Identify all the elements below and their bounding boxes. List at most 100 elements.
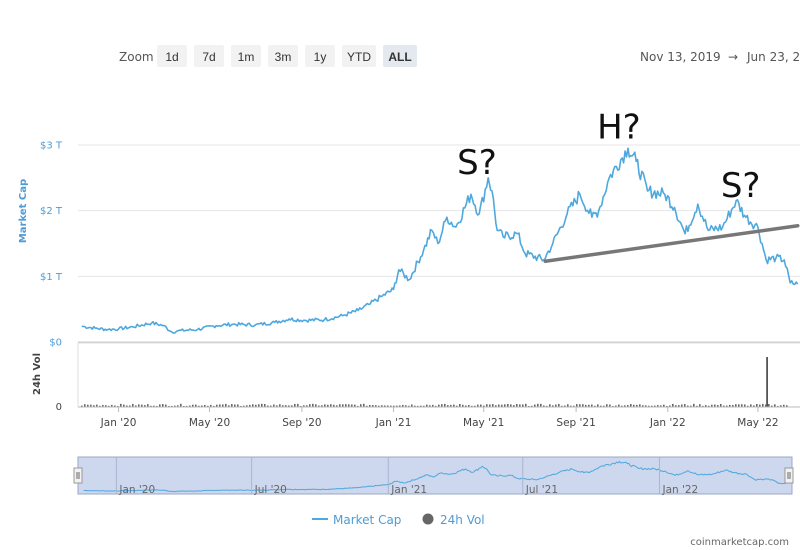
volume-bar bbox=[96, 404, 98, 407]
volume-bar bbox=[222, 404, 224, 407]
volume-bar bbox=[375, 405, 377, 407]
volume-bar bbox=[324, 404, 326, 407]
volume-bar bbox=[174, 405, 176, 407]
volume-bar bbox=[546, 405, 548, 407]
volume-bar bbox=[690, 405, 692, 407]
volume-bar bbox=[495, 405, 497, 407]
volume-bar bbox=[267, 405, 269, 407]
zoom-button-1y[interactable]: 1y bbox=[305, 45, 335, 67]
volume-bar bbox=[627, 405, 629, 407]
zoom-button-label: YTD bbox=[347, 50, 371, 64]
volume-bar bbox=[162, 404, 164, 407]
volume-bar bbox=[177, 405, 179, 407]
volume-bar bbox=[441, 404, 443, 407]
volume-bar bbox=[261, 403, 263, 407]
volume-bar bbox=[762, 403, 764, 407]
volume-bar bbox=[171, 405, 173, 407]
range-to[interactable]: Jun 23, 2 bbox=[746, 50, 800, 64]
volume-bar bbox=[84, 404, 86, 407]
legend-item-market-cap[interactable]: Market Cap bbox=[312, 513, 401, 527]
right-shoulder-annotation: S? bbox=[721, 166, 761, 206]
volume-bar bbox=[420, 405, 422, 407]
zoom-button-1m[interactable]: 1m bbox=[231, 45, 261, 67]
navigator-right-handle[interactable] bbox=[784, 467, 794, 484]
volume-bar bbox=[696, 405, 698, 407]
volume-bar bbox=[384, 405, 386, 407]
volume-bar bbox=[552, 405, 554, 407]
volume-bar bbox=[339, 404, 341, 407]
volume-bar bbox=[720, 403, 722, 407]
volume-bar bbox=[210, 404, 212, 407]
volume-bar bbox=[195, 404, 197, 407]
volume-bar bbox=[219, 404, 221, 407]
volume-bar bbox=[105, 405, 107, 407]
volume-bar bbox=[534, 404, 536, 407]
volume-bar bbox=[99, 405, 101, 407]
volume-bar bbox=[132, 403, 134, 407]
volume-bar bbox=[471, 405, 473, 407]
volume-bar bbox=[264, 404, 266, 407]
volume-bar bbox=[387, 405, 389, 407]
zoom-button-ytd[interactable]: YTD bbox=[342, 45, 376, 67]
volume-bar bbox=[279, 404, 281, 407]
range-from[interactable]: Nov 13, 2019 bbox=[640, 50, 721, 64]
volume-bar bbox=[480, 404, 482, 407]
volume-bar bbox=[306, 405, 308, 407]
credit-text[interactable]: coinmarketcap.com bbox=[690, 537, 789, 548]
volume-bar bbox=[492, 404, 494, 407]
volume-bar bbox=[273, 404, 275, 407]
volume-bar bbox=[216, 404, 218, 407]
zoom-button-1d[interactable]: 1d bbox=[157, 45, 187, 67]
volume-bar bbox=[150, 405, 152, 407]
volume-bar bbox=[597, 404, 599, 407]
volume-bar bbox=[402, 404, 404, 407]
volume-bar bbox=[624, 405, 626, 407]
legend-item-volume[interactable]: 24h Vol bbox=[422, 513, 485, 527]
navigator-ticks: Jan '20 Jul '20 Jan '21 Jul '21 Jan '22 bbox=[115, 457, 698, 496]
volume-bar bbox=[588, 404, 590, 407]
volume-bar bbox=[426, 404, 428, 407]
volume-bar bbox=[447, 405, 449, 407]
volume-bar bbox=[510, 404, 512, 407]
volume-bar bbox=[603, 405, 605, 407]
volume-bar bbox=[672, 403, 674, 407]
y-axis-tick-label: $2 T bbox=[40, 206, 63, 217]
volume-bar bbox=[297, 403, 299, 407]
volume-spike-bar bbox=[766, 357, 768, 407]
zoom-button-all[interactable]: ALL bbox=[383, 45, 417, 67]
volume-bar bbox=[411, 404, 413, 407]
volume-bar bbox=[357, 405, 359, 407]
volume-bar bbox=[711, 404, 713, 407]
navigator-left-handle[interactable] bbox=[73, 467, 83, 484]
zoom-button-label: 3m bbox=[275, 50, 292, 64]
volume-bar bbox=[435, 405, 437, 407]
volume-bar bbox=[294, 403, 296, 407]
volume-bar bbox=[372, 405, 374, 407]
y-axis-ticks: $0 $1 T $2 T $3 T bbox=[40, 141, 63, 349]
volume-bar bbox=[378, 405, 380, 407]
volume-bar bbox=[438, 404, 440, 407]
volume-bar bbox=[225, 403, 227, 407]
zoom-button-3m[interactable]: 3m bbox=[268, 45, 298, 67]
zoom-button-7d[interactable]: 7d bbox=[194, 45, 224, 67]
volume-bar bbox=[540, 403, 542, 407]
volume-bar bbox=[405, 405, 407, 407]
volume-bar bbox=[651, 405, 653, 407]
volume-bar bbox=[180, 403, 182, 407]
zoom-button-label: 7d bbox=[202, 50, 215, 64]
volume-bar bbox=[750, 404, 752, 407]
volume-bar bbox=[213, 405, 215, 407]
volume-bar bbox=[141, 404, 143, 407]
x-axis-tick-label: May '20 bbox=[189, 417, 230, 429]
volume-bar bbox=[114, 405, 116, 407]
volume-bar bbox=[486, 404, 488, 407]
volume-bar bbox=[363, 403, 365, 407]
volume-bar bbox=[759, 404, 761, 407]
volume-bar bbox=[282, 405, 284, 407]
volume-bar bbox=[276, 405, 278, 407]
volume-bar bbox=[258, 404, 260, 407]
volume-bar bbox=[285, 405, 287, 407]
volume-bar bbox=[705, 405, 707, 407]
volume-bar bbox=[168, 405, 170, 407]
